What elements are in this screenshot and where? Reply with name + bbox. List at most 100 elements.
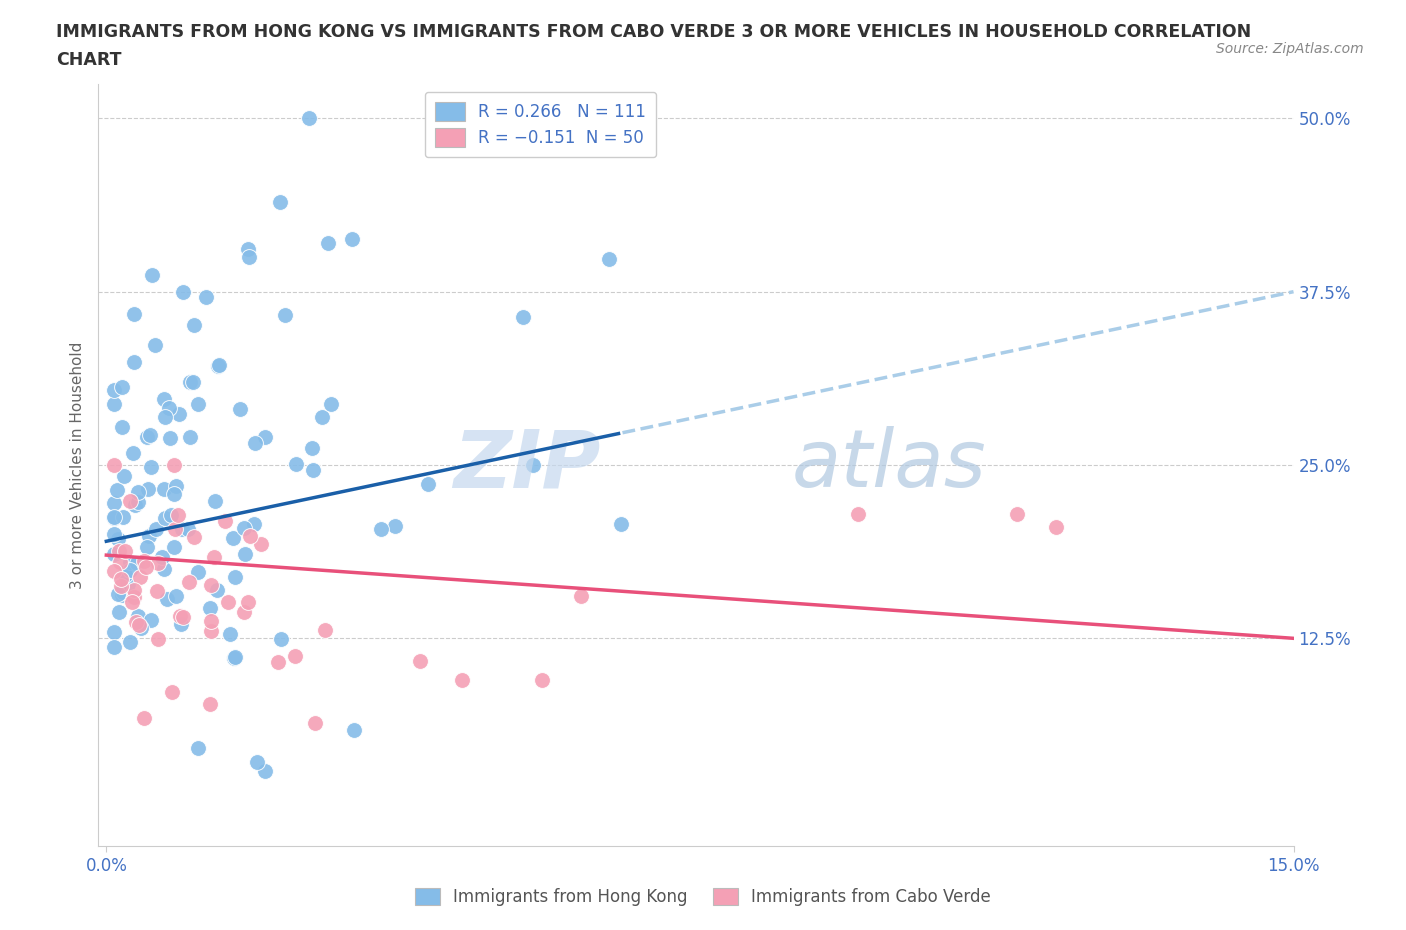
Point — [156, 591, 179, 606]
Point — [274, 308, 297, 323]
Point — [127, 485, 149, 499]
Point — [172, 285, 194, 299]
Point — [122, 582, 145, 597]
Point — [846, 506, 869, 521]
Point — [200, 614, 222, 629]
Point — [183, 530, 205, 545]
Point — [103, 396, 125, 411]
Point — [200, 697, 222, 711]
Point — [152, 482, 174, 497]
Point — [153, 511, 176, 525]
Point — [163, 539, 186, 554]
Point — [236, 594, 259, 609]
Point — [1005, 506, 1028, 521]
Point — [112, 469, 135, 484]
Point — [207, 357, 229, 372]
Point — [246, 754, 269, 769]
Y-axis label: 3 or more Vehicles in Household: 3 or more Vehicles in Household — [70, 341, 86, 589]
Point — [114, 543, 136, 558]
Point — [117, 577, 139, 591]
Point — [224, 650, 246, 665]
Point — [125, 615, 148, 630]
Point — [187, 396, 209, 411]
Point — [194, 289, 217, 304]
Point — [103, 510, 125, 525]
Point — [159, 431, 181, 445]
Point — [304, 715, 326, 730]
Point — [183, 317, 205, 332]
Point — [179, 430, 201, 445]
Point — [118, 634, 141, 649]
Point — [103, 458, 125, 472]
Point — [128, 618, 150, 632]
Point — [169, 608, 191, 623]
Point — [165, 522, 187, 537]
Point — [146, 631, 169, 646]
Point — [177, 522, 200, 537]
Point — [229, 401, 252, 416]
Point — [162, 487, 184, 502]
Text: CHART: CHART — [56, 51, 122, 69]
Point — [232, 520, 254, 535]
Point — [202, 550, 225, 565]
Point — [120, 563, 142, 578]
Point — [155, 410, 177, 425]
Point — [408, 653, 430, 668]
Point — [124, 498, 146, 512]
Point — [187, 565, 209, 580]
Text: Source: ZipAtlas.com: Source: ZipAtlas.com — [1216, 42, 1364, 56]
Point — [111, 419, 134, 434]
Point — [243, 435, 266, 450]
Point — [112, 584, 135, 599]
Point — [122, 354, 145, 369]
Point — [316, 235, 339, 250]
Text: IMMIGRANTS FROM HONG KONG VS IMMIGRANTS FROM CABO VERDE 3 OR MORE VEHICLES IN HO: IMMIGRANTS FROM HONG KONG VS IMMIGRANTS … — [56, 23, 1251, 41]
Point — [110, 571, 132, 586]
Point — [165, 589, 187, 604]
Point — [127, 609, 149, 624]
Point — [233, 547, 256, 562]
Point — [301, 441, 323, 456]
Point — [162, 684, 184, 699]
Point — [222, 530, 245, 545]
Point — [127, 495, 149, 510]
Point — [384, 519, 406, 534]
Point — [112, 510, 135, 525]
Point — [284, 648, 307, 663]
Point — [139, 459, 162, 474]
Point — [141, 613, 163, 628]
Point — [146, 555, 169, 570]
Point — [157, 401, 180, 416]
Point — [111, 587, 134, 602]
Point — [122, 445, 145, 460]
Point — [103, 496, 125, 511]
Point — [159, 507, 181, 522]
Point — [103, 547, 125, 562]
Point — [153, 392, 176, 406]
Point — [181, 375, 204, 390]
Point — [114, 568, 136, 583]
Point — [239, 528, 262, 543]
Point — [103, 640, 125, 655]
Legend: R = 0.266   N = 111, R = −0.151  N = 50: R = 0.266 N = 111, R = −0.151 N = 50 — [425, 92, 657, 157]
Point — [110, 554, 132, 569]
Point — [298, 111, 321, 126]
Point — [311, 409, 333, 424]
Point — [207, 359, 229, 374]
Point — [135, 560, 157, 575]
Point — [598, 251, 620, 266]
Point — [610, 516, 633, 531]
Point — [222, 651, 245, 666]
Point — [131, 620, 153, 635]
Point — [451, 672, 474, 687]
Point — [107, 586, 129, 601]
Point — [512, 310, 534, 325]
Point — [177, 575, 200, 590]
Point — [150, 550, 173, 565]
Point — [249, 537, 271, 551]
Point — [172, 609, 194, 624]
Point — [205, 582, 228, 597]
Point — [153, 562, 176, 577]
Point — [170, 617, 193, 631]
Point — [569, 588, 592, 603]
